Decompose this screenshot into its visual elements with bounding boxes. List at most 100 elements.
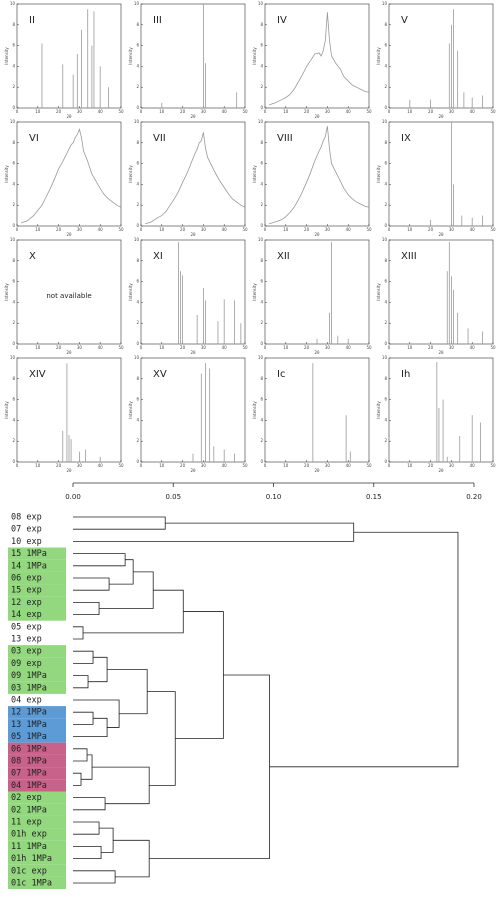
panel-label: XIV [29, 369, 46, 380]
y-tick-label: 4 [260, 299, 263, 304]
leaf-label: 04 exp [11, 696, 42, 706]
y-axis-label: Intensity [128, 47, 133, 65]
leaf-label: 14 1MPa [11, 561, 47, 571]
x-axis-label: 2θ [191, 468, 197, 473]
x-tick-label: 10 [283, 463, 289, 468]
y-tick-label: 4 [260, 417, 263, 422]
panel-label: VI [29, 133, 39, 144]
x-tick-label: 0 [140, 109, 143, 114]
y-tick-label: 10 [10, 1, 16, 6]
x-tick-label: 40 [470, 345, 476, 350]
x-tick-label: 50 [242, 227, 248, 232]
y-tick-label: 8 [260, 140, 263, 145]
x-tick-label: 20 [304, 227, 310, 232]
y-tick-label: 0 [136, 341, 139, 346]
leaf-label: 11 exp [11, 818, 42, 828]
y-tick-label: 2 [12, 202, 15, 207]
spectrum-line [269, 126, 370, 225]
merge [269, 531, 459, 768]
x-tick-label: 20 [180, 463, 186, 468]
x-tick-label: 0 [16, 227, 19, 232]
y-tick-label: 8 [260, 258, 263, 263]
x-tick-label: 40 [470, 463, 476, 468]
y-tick-label: 8 [260, 376, 263, 381]
leaf-highlight [8, 718, 66, 731]
x-axis-label: 2θ [315, 232, 321, 237]
leaf-highlight [8, 681, 66, 694]
leaf-highlight [8, 779, 66, 792]
panel-frame [140, 3, 246, 109]
x-tick-label: 10 [159, 463, 165, 468]
y-tick-label: 4 [384, 417, 387, 422]
y-tick-label: 6 [136, 279, 139, 284]
x-tick-label: 0 [140, 227, 143, 232]
x-tick-label: 0.05 [165, 493, 181, 501]
y-tick-label: 6 [260, 279, 263, 284]
leaf-highlight [8, 742, 66, 755]
y-tick-label: 10 [10, 237, 16, 242]
x-tick-label: 30 [201, 109, 207, 114]
x-tick-label: 20 [180, 227, 186, 232]
x-axis-label: 2θ [439, 468, 445, 473]
y-tick-label: 10 [382, 1, 388, 6]
y-axis-label: Intensity [376, 283, 381, 301]
merge [113, 839, 150, 878]
x-axis-label: 2θ [67, 232, 73, 237]
x-tick-label: 30 [325, 227, 331, 232]
x-tick-label: 10 [35, 463, 41, 468]
leaf-highlight [8, 547, 66, 560]
merge [73, 522, 355, 542]
x-tick-label: 10 [159, 227, 165, 232]
panel-frame [388, 357, 494, 463]
y-tick-label: 6 [260, 161, 263, 166]
y-axis-label: Intensity [4, 165, 9, 183]
x-tick-label: 30 [449, 227, 455, 232]
x-tick-label: 40 [346, 227, 352, 232]
y-tick-label: 8 [136, 140, 139, 145]
leaf-label: 01c exp [11, 866, 47, 876]
leaf-label: 14 exp [11, 610, 42, 620]
x-tick-label: 30 [77, 109, 83, 114]
merge [73, 675, 89, 689]
y-tick-label: 6 [12, 279, 15, 284]
y-tick-label: 0 [12, 341, 15, 346]
x-axis-label: 2θ [439, 114, 445, 119]
y-axis-label: Intensity [252, 47, 257, 65]
y-tick-label: 4 [384, 181, 387, 186]
leaf-label: 02 exp [11, 793, 42, 803]
x-tick-label: 30 [201, 463, 207, 468]
y-tick-label: 10 [134, 119, 140, 124]
x-tick-label: 50 [490, 109, 496, 114]
panel-label: IV [277, 15, 287, 26]
y-tick-label: 0 [260, 341, 263, 346]
y-tick-label: 4 [384, 299, 387, 304]
leaf-highlight [8, 584, 66, 597]
panel-label: Ic [277, 369, 285, 380]
x-tick-label: 0.20 [466, 493, 482, 501]
panel-label: XII [277, 251, 290, 262]
leaf-highlight [8, 596, 66, 609]
merge [83, 589, 184, 634]
y-axis-label: Intensity [4, 47, 9, 65]
x-axis-label: 2θ [191, 232, 197, 237]
y-axis-label: Intensity [376, 401, 381, 419]
x-tick-label: 50 [242, 345, 248, 350]
y-tick-label: 4 [260, 63, 263, 68]
leaf-highlight [8, 608, 66, 621]
y-tick-label: 8 [384, 376, 387, 381]
merge [73, 650, 94, 664]
panel-frame [264, 357, 370, 463]
leaf-highlight [8, 852, 66, 865]
y-axis-label: Intensity [128, 165, 133, 183]
y-tick-label: 0 [136, 459, 139, 464]
y-tick-label: 0 [136, 105, 139, 110]
x-tick-label: 50 [366, 109, 372, 114]
x-tick-label: 10 [407, 109, 413, 114]
y-tick-label: 2 [260, 202, 263, 207]
panel-note: not available [46, 292, 91, 300]
panel-frame [16, 121, 122, 227]
x-tick-label: 50 [490, 345, 496, 350]
x-axis-label: 2θ [191, 114, 197, 119]
y-tick-label: 8 [384, 258, 387, 263]
